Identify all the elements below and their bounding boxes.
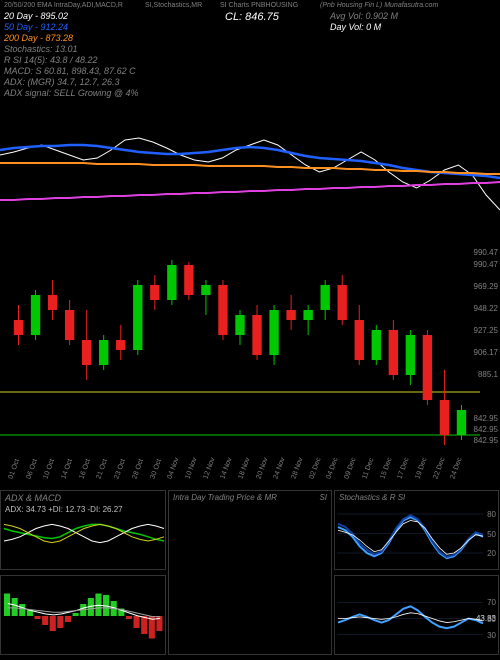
stochastics-panel: Stochastics & R SI 805020	[334, 490, 499, 570]
x-tick: 22 Dec	[432, 457, 446, 480]
x-tick: 18 Nov	[237, 457, 251, 480]
x-tick: 10 Nov	[184, 457, 198, 480]
price-x-axis: 01 Oct 06 Oct 10 Oct14 Oct 16 Oct 21 Oct 23 O…	[0, 450, 480, 480]
macd-chart	[1, 576, 167, 656]
rsi-panel: 43.83 705030	[334, 575, 499, 655]
adx-chart	[1, 491, 167, 571]
y-tick: 842.95	[474, 425, 498, 434]
y-tick: 969.29	[474, 282, 498, 291]
x-tick: 10 Oct	[43, 458, 57, 480]
x-tick: 30 Oct	[149, 458, 163, 480]
x-tick: 06 Oct	[25, 458, 39, 480]
x-tick: 28 Oct	[131, 458, 145, 480]
x-tick: 11 Dec	[361, 457, 375, 480]
x-tick: 24 Dec	[450, 457, 464, 480]
x-tick: 14 Nov	[220, 457, 234, 480]
y-tick: 885.1	[478, 370, 498, 379]
x-tick: 02 Dec	[308, 457, 322, 480]
x-tick: 23 Oct	[114, 458, 128, 480]
y-tick: 990.47	[474, 260, 498, 269]
moving-average-chart	[0, 0, 500, 235]
y-tick: 990.47	[474, 248, 498, 257]
stoch-ytick: 50	[487, 530, 496, 539]
x-tick: 01 Oct	[7, 458, 21, 480]
x-tick: 17 Dec	[397, 457, 411, 480]
stoch-ytick: 80	[487, 510, 496, 519]
macd-hist-panel	[0, 575, 166, 655]
x-tick: 19 Dec	[414, 457, 428, 480]
y-tick: 842.95	[474, 414, 498, 423]
x-tick: 16 Oct	[78, 458, 92, 480]
y-tick: 927.25	[474, 326, 498, 335]
adx-macd-panel: ADX & MACD ADX: 34.73 +DI: 12.73 -DI: 26…	[0, 490, 166, 570]
x-tick: 28 Nov	[290, 457, 304, 480]
rsi-ytick: 30	[487, 631, 496, 640]
y-tick: 948.22	[474, 304, 498, 313]
x-tick: 04 Dec	[326, 457, 340, 480]
rsi-ytick: 50	[487, 615, 496, 624]
x-tick: 04 Nov	[167, 457, 181, 480]
si-label: SI	[319, 493, 327, 502]
y-tick: 842.95	[474, 436, 498, 445]
intraday-panel: Intra Day Trading Price & MR SI	[168, 490, 332, 655]
stoch-ytick: 20	[487, 549, 496, 558]
x-tick: 09 Dec	[344, 457, 358, 480]
y-tick: 906.17	[474, 348, 498, 357]
x-tick: 15 Dec	[379, 457, 393, 480]
candlestick-chart	[0, 250, 490, 450]
x-tick: 24 Nov	[273, 457, 287, 480]
x-tick: 21 Oct	[96, 458, 110, 480]
stochastics-chart	[335, 491, 500, 571]
x-tick: 20 Nov	[255, 457, 269, 480]
x-tick: 14 Oct	[60, 458, 74, 480]
rsi-ytick: 70	[487, 598, 496, 607]
x-tick: 12 Nov	[202, 457, 216, 480]
price-chart-panel: 01 Oct 06 Oct 10 Oct14 Oct 16 Oct 21 Oct 23 O…	[0, 250, 500, 485]
intra-panel-title: Intra Day Trading Price & MR	[173, 493, 277, 502]
